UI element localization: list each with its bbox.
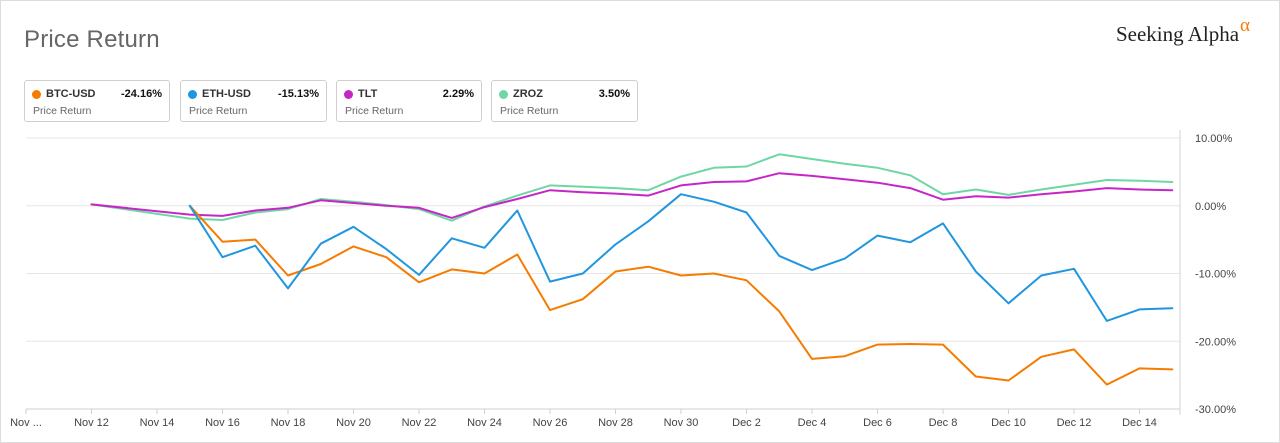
grid-lines — [26, 130, 1181, 415]
x-tick-label: Dec 14 — [1122, 417, 1157, 429]
series-line-btc-usd — [188, 204, 1174, 386]
x-tick-label: Nov 18 — [271, 417, 306, 429]
x-axis: Nov ... Nov 12 Nov 14 Nov 16 Nov 18 Nov 20 Nov… — [10, 409, 1157, 429]
legend-name: TLT — [358, 88, 378, 100]
series-line-eth-usd — [188, 193, 1174, 322]
y-tick-label: -20.00% — [1195, 336, 1236, 348]
x-tick-label: Dec 2 — [732, 417, 761, 429]
legend-name: ETH-USD — [202, 88, 251, 100]
y-tick-label: 10.00% — [1195, 133, 1233, 145]
legend-subtitle: Price Return — [33, 105, 92, 117]
y-axis: 10.00% 0.00% -10.00% -20.00% -30.00% — [1195, 133, 1236, 416]
x-tick-label: Nov 24 — [467, 417, 502, 429]
y-tick-label: -30.00% — [1195, 404, 1236, 416]
legend-value: 2.29% — [442, 88, 474, 100]
x-tick-label: Dec 4 — [798, 417, 827, 429]
y-tick-label: -10.00% — [1195, 269, 1236, 281]
x-tick-label: Nov 26 — [533, 417, 568, 429]
series-line-zroz — [90, 153, 1174, 222]
seeking-alpha-logo[interactable]: Seeking Alphaα — [1115, 15, 1250, 47]
x-tick-label: Dec 10 — [991, 417, 1026, 429]
x-tick-label: Nov 12 — [74, 417, 109, 429]
legend-dot-zroz — [499, 90, 508, 99]
brand-text: Seeking Alpha — [1115, 22, 1240, 46]
x-tick-label: Nov 14 — [140, 417, 175, 429]
x-tick-label: Nov 22 — [402, 417, 437, 429]
legend-dot-eth-usd — [188, 90, 197, 99]
chart-title: Price Return — [24, 26, 160, 53]
x-tick-label: Dec 12 — [1057, 417, 1092, 429]
x-tick-label: Nov 30 — [664, 417, 699, 429]
series-line-tlt — [90, 172, 1174, 219]
legend-value: -24.16% — [121, 88, 162, 100]
legend-chip-tlt[interactable]: TLT 2.29% Price Return — [336, 80, 482, 122]
series-lines — [90, 153, 1174, 386]
x-tick-label: Dec 6 — [863, 417, 892, 429]
legend-subtitle: Price Return — [345, 105, 404, 117]
y-tick-label: 0.00% — [1195, 201, 1226, 213]
x-tick-label: Nov 20 — [336, 417, 371, 429]
legend-subtitle: Price Return — [500, 105, 559, 117]
legend-subtitle: Price Return — [189, 105, 248, 117]
legend-chip-eth-usd[interactable]: ETH-USD -15.13% Price Return — [180, 80, 327, 122]
legend-value: -15.13% — [278, 88, 319, 100]
x-tick-label: Nov 16 — [205, 417, 240, 429]
legend-value: 3.50% — [598, 88, 630, 100]
legend-dot-btc-usd — [32, 90, 41, 99]
x-tick-label: Nov ... — [10, 417, 42, 429]
legend-dot-tlt — [344, 90, 353, 99]
legend-chip-btc-usd[interactable]: BTC-USD -24.16% Price Return — [24, 80, 170, 122]
x-tick-label: Dec 8 — [929, 417, 958, 429]
legend-name: BTC-USD — [46, 88, 96, 100]
legend-chip-zroz[interactable]: ZROZ 3.50% Price Return — [491, 80, 638, 122]
legend-name: ZROZ — [513, 88, 543, 100]
x-tick-label: Nov 28 — [598, 417, 633, 429]
alpha-symbol: α — [1240, 15, 1250, 36]
